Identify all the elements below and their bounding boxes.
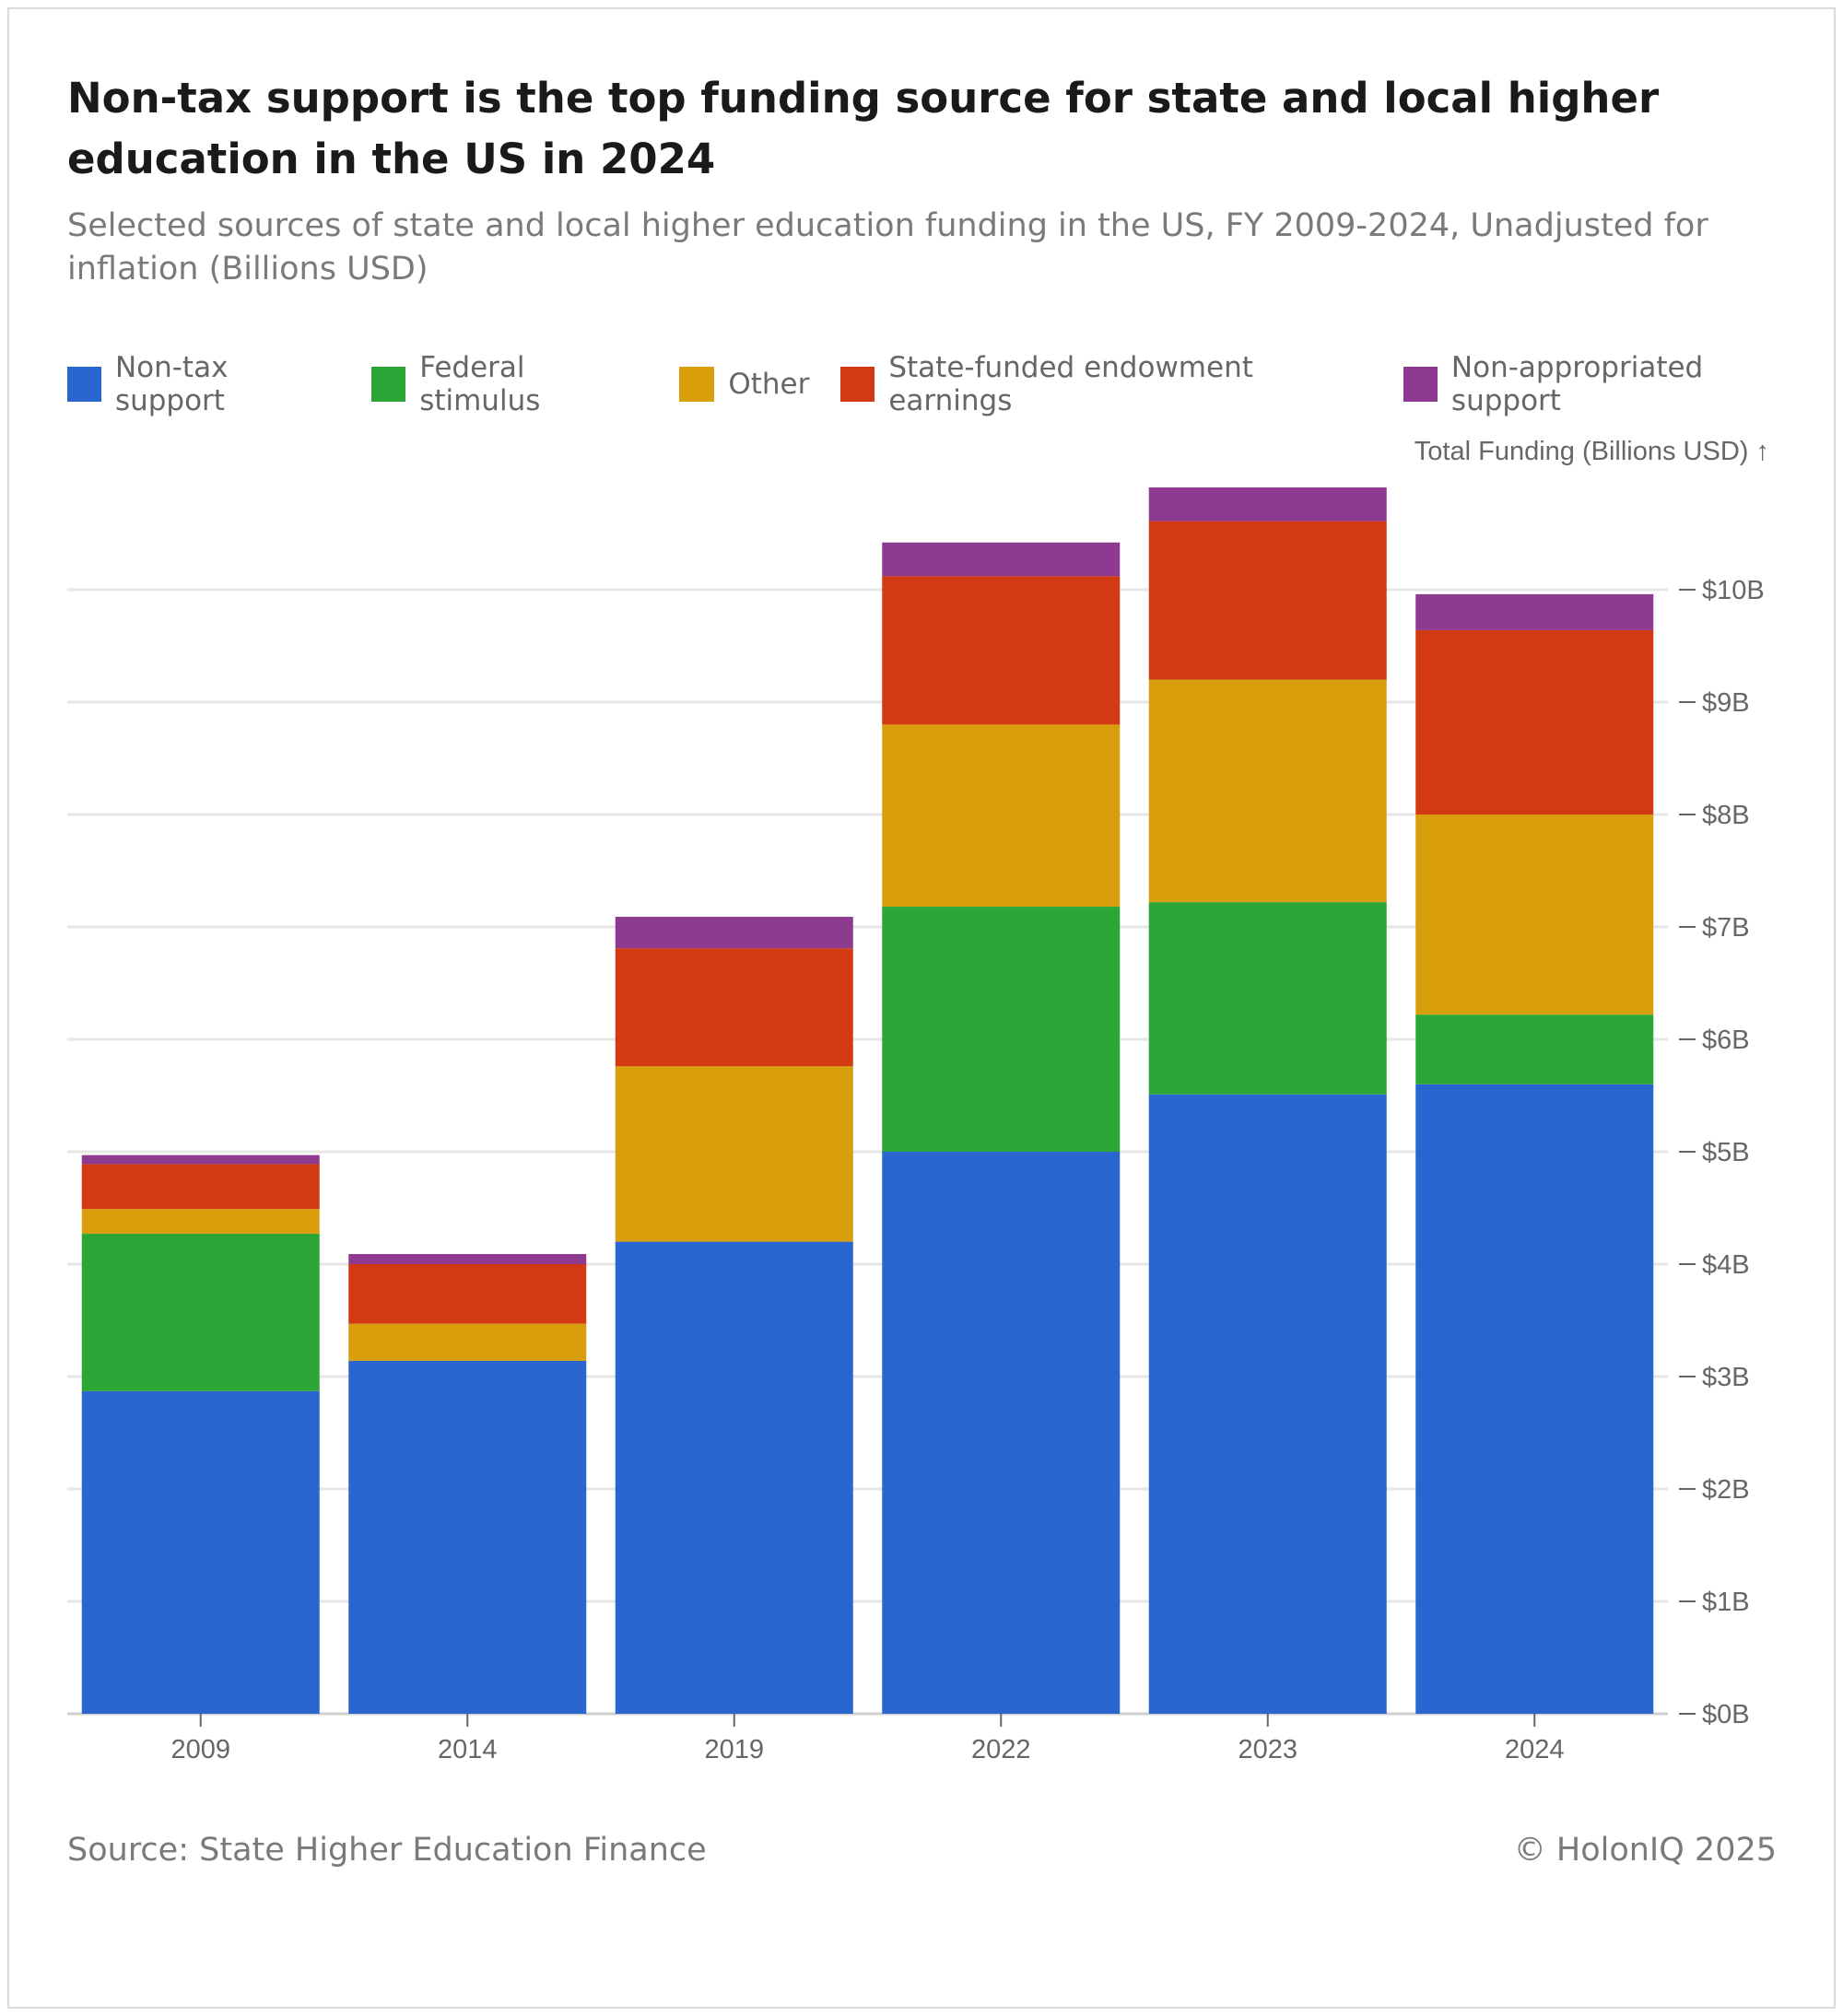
legend-label: Other [728,368,810,401]
bar-segment [1148,521,1387,680]
y-tick-label: $8B [1702,801,1750,830]
bar-segment [882,724,1121,908]
bar-segment [1415,1014,1654,1084]
bar-segment [81,1155,320,1165]
bar-segment [1415,815,1654,1015]
y-tick-label: $9B [1702,688,1750,718]
x-tick-label: 2023 [1238,1735,1297,1764]
bar-segment [348,1323,587,1361]
bar-segment [1415,629,1654,815]
legend-item: Non-appropriated support [1403,351,1812,417]
y-tick-label: $3B [1702,1363,1750,1392]
bar-segment [882,1152,1121,1714]
y-axis-title: Total Funding (Billions USD) ↑ [1415,437,1769,466]
y-tick-label: $4B [1702,1250,1750,1280]
legend-label: Federal stimulus [419,351,541,417]
bar-segment [348,1360,587,1714]
bar-segment [81,1234,320,1391]
legend-item: Federal stimulus [371,351,648,417]
bar-segment [1148,1094,1387,1714]
y-tick-label: $7B [1702,913,1750,943]
copyright-note: © HolonIQ 2025 [1513,1832,1777,1869]
bar-segment [615,917,853,949]
legend-label: Non-appropriated support [1450,351,1704,417]
legend: Non-tax support Federal stimulus Other Stat… [67,351,1843,417]
legend-item: Non-tax support [67,351,340,417]
bar-segment [882,542,1121,577]
y-tick-label: $10B [1702,576,1765,605]
legend-swatch [371,367,406,402]
x-tick-label: 2014 [438,1735,498,1764]
y-tick-label: $5B [1702,1138,1750,1167]
bar-segment [81,1390,320,1714]
bar-segment [615,948,853,1067]
bar-segment [1415,1084,1654,1714]
bar-segment [81,1164,320,1210]
chart-title: Non-tax support is the top funding sourc… [67,74,1660,183]
legend-swatch [679,367,715,402]
y-tick-label: $6B [1702,1026,1750,1055]
bar-segment [882,907,1121,1152]
bar-segment [1415,593,1654,630]
bar-segment [348,1254,587,1264]
bar-segment [1148,486,1387,522]
x-tick-label: 2009 [170,1735,230,1764]
x-tick-label: 2024 [1505,1735,1565,1764]
y-tick-label: $0B [1702,1700,1750,1729]
y-tick-label: $1B [1702,1588,1750,1617]
source-note: Source: State Higher Education Finance [67,1832,707,1869]
legend-item: State-funded endowment earnings [840,351,1372,417]
bar-segment [1148,902,1387,1095]
legend-swatch [1403,367,1438,402]
bar-segment [348,1264,587,1324]
legend-swatch [840,367,875,402]
x-tick-label: 2019 [704,1735,764,1764]
bar-segment [1148,679,1387,903]
y-tick-label: $2B [1702,1475,1750,1505]
bar-segment [615,1066,853,1242]
legend-swatch [67,367,101,402]
bar-segment [615,1241,853,1714]
chart-subtitle: Selected sources of state and local high… [67,207,1708,287]
legend-label: Non-tax support [114,351,229,417]
legend-label: State-funded endowment earnings [888,351,1253,417]
bar-segment [882,576,1121,725]
bar-segment [81,1209,320,1235]
legend-item: Other [679,367,809,402]
x-tick-label: 2022 [971,1735,1031,1764]
